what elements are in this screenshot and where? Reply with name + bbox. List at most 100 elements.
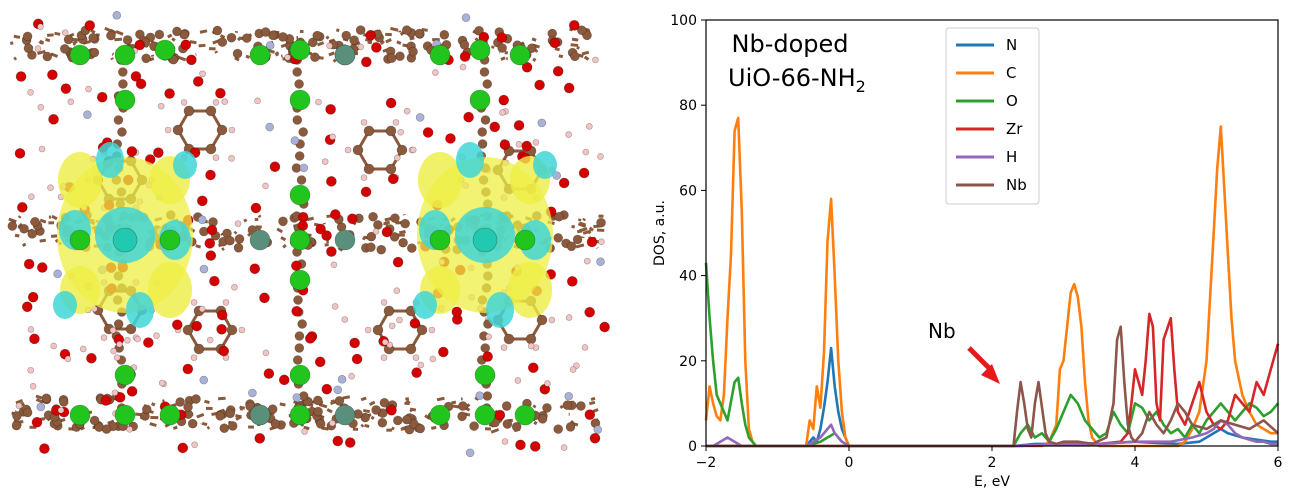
atom bbox=[84, 20, 96, 31]
atom bbox=[187, 418, 198, 429]
atom bbox=[330, 209, 341, 220]
arrow-label: Nb bbox=[928, 319, 956, 343]
bond bbox=[588, 226, 594, 232]
bond bbox=[578, 53, 584, 59]
bond bbox=[451, 400, 457, 405]
atom bbox=[485, 333, 492, 340]
atom bbox=[289, 364, 311, 386]
bond bbox=[360, 396, 367, 402]
bond bbox=[391, 426, 395, 431]
atom bbox=[386, 53, 397, 63]
bond bbox=[276, 227, 284, 234]
atom bbox=[118, 67, 128, 77]
atom bbox=[544, 380, 551, 387]
atom bbox=[393, 287, 401, 294]
bond bbox=[51, 214, 58, 221]
atom bbox=[28, 193, 35, 200]
atom bbox=[198, 305, 206, 313]
atom bbox=[389, 232, 400, 242]
atom bbox=[415, 113, 425, 122]
atom bbox=[566, 241, 577, 252]
atom bbox=[233, 243, 244, 253]
bond bbox=[189, 40, 197, 45]
atom bbox=[248, 388, 257, 398]
bond bbox=[8, 217, 17, 224]
atom bbox=[371, 405, 381, 415]
legend-label-c: C bbox=[1006, 64, 1016, 82]
atom bbox=[572, 234, 583, 245]
atom bbox=[348, 372, 355, 380]
series-lines bbox=[704, 116, 1280, 448]
atom bbox=[27, 89, 34, 96]
atom bbox=[341, 30, 352, 41]
atom bbox=[313, 406, 323, 417]
atom bbox=[27, 366, 35, 374]
atom bbox=[175, 397, 185, 407]
atom bbox=[249, 44, 271, 66]
atom bbox=[86, 352, 97, 364]
atom bbox=[291, 305, 302, 317]
atom bbox=[180, 99, 188, 106]
annotation-title-subscript: 2 bbox=[856, 77, 866, 96]
mof-structure-rendering bbox=[7, 10, 610, 458]
legend-label-o: O bbox=[1006, 92, 1018, 110]
atom bbox=[380, 299, 388, 306]
series-line-c bbox=[704, 116, 1278, 448]
bond bbox=[364, 37, 373, 43]
atom bbox=[576, 25, 587, 36]
atom bbox=[308, 37, 318, 48]
atom bbox=[42, 51, 53, 62]
atom bbox=[60, 44, 70, 54]
bond bbox=[151, 402, 156, 407]
x-tick-label: 2 bbox=[988, 455, 997, 471]
atom bbox=[513, 120, 525, 131]
bond bbox=[504, 50, 509, 55]
bond bbox=[115, 30, 124, 36]
atom bbox=[459, 39, 470, 50]
bond bbox=[243, 218, 248, 223]
atom bbox=[552, 65, 564, 77]
atom bbox=[349, 337, 360, 349]
atom bbox=[164, 126, 172, 134]
atom bbox=[589, 432, 601, 444]
atom bbox=[363, 125, 375, 137]
bond bbox=[558, 54, 564, 59]
atom bbox=[329, 419, 336, 427]
atom bbox=[205, 169, 216, 181]
atom bbox=[501, 401, 512, 411]
atom bbox=[570, 51, 580, 62]
bond bbox=[577, 222, 587, 228]
legend-label-nb: Nb bbox=[1006, 176, 1027, 194]
annotation-title-main: Nb-doped bbox=[732, 30, 849, 58]
atom bbox=[37, 104, 45, 111]
bond bbox=[20, 402, 26, 407]
atom bbox=[197, 195, 208, 207]
atom bbox=[509, 44, 531, 66]
atom bbox=[429, 44, 451, 66]
atom bbox=[439, 30, 450, 40]
atom bbox=[529, 441, 541, 452]
bond bbox=[214, 50, 219, 54]
bond bbox=[109, 28, 117, 35]
atom bbox=[60, 83, 72, 94]
atom bbox=[497, 43, 507, 53]
bond bbox=[111, 52, 115, 56]
atom bbox=[315, 419, 326, 429]
atom bbox=[514, 229, 536, 251]
atom bbox=[289, 89, 311, 111]
atom bbox=[371, 42, 382, 53]
atom bbox=[109, 326, 117, 334]
bond bbox=[220, 232, 224, 236]
bond bbox=[396, 40, 402, 45]
bond bbox=[39, 218, 47, 224]
atom bbox=[205, 105, 217, 117]
atom bbox=[183, 105, 195, 117]
bond bbox=[532, 57, 537, 62]
atom bbox=[171, 319, 183, 331]
atom bbox=[332, 435, 344, 447]
bond bbox=[316, 41, 325, 47]
bond bbox=[321, 426, 329, 431]
atom bbox=[408, 419, 419, 429]
atom bbox=[422, 127, 434, 138]
atom bbox=[106, 30, 116, 41]
